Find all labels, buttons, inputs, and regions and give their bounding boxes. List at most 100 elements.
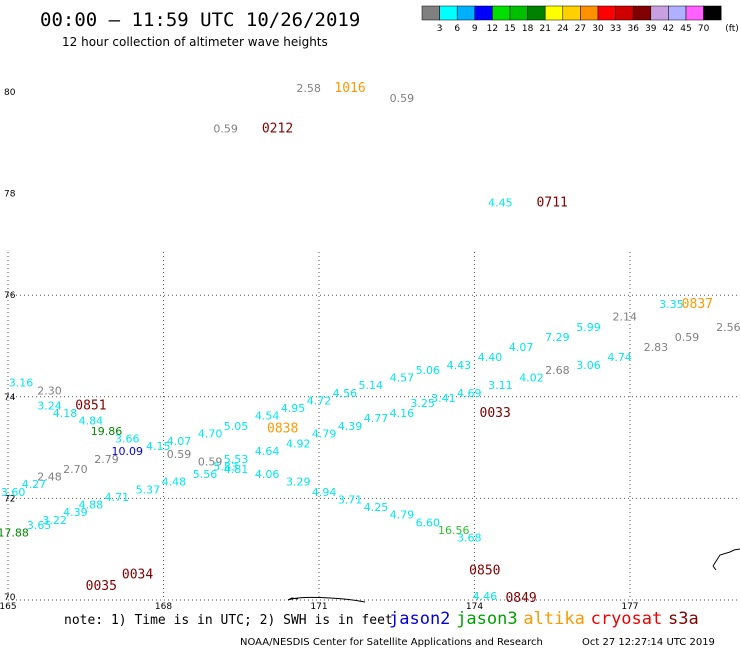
- wave-height-value: 5.37: [136, 483, 161, 496]
- wave-height-value: 4.48: [162, 476, 187, 489]
- wave-height-value: 0.59: [390, 92, 415, 105]
- map-title: 00:00 — 11:59 UTC 10/26/2019: [40, 9, 360, 31]
- lon-label: 165: [0, 602, 17, 612]
- wave-height-value: 4.71: [105, 491, 130, 504]
- wave-height-value: 10.09: [111, 445, 143, 458]
- footer-timestamp: Oct 27 12:27:14 UTC 2019: [582, 637, 715, 648]
- wave-height-value: 3.60: [1, 486, 26, 499]
- legend-label: 39: [645, 24, 657, 34]
- pass-time-label: 0035: [86, 579, 117, 594]
- satellite-name-cryosat: cryosat: [591, 609, 663, 629]
- wave-height-value: 3.41: [431, 392, 456, 405]
- pass-time-label: 0850: [469, 564, 500, 579]
- wave-height-value: 4.18: [53, 407, 78, 420]
- lat-lon-grid: 165 168 171 174 177 80 78 76 74 72 70: [0, 88, 740, 612]
- legend-label: 42: [663, 24, 674, 34]
- legend-swatch: [685, 5, 704, 21]
- satellite-legend: jason2 jason3 altika cryosat s3a: [389, 609, 699, 629]
- wave-height-value: 2.58: [296, 82, 321, 95]
- lon-label: 168: [155, 602, 172, 612]
- wave-height-value: 4.16: [390, 407, 415, 420]
- wave-height-value: 5.05: [224, 420, 249, 433]
- legend-swatch: [421, 5, 440, 21]
- wave-height-value: 7.29: [545, 331, 570, 344]
- wave-height-value: 4.74: [607, 351, 632, 364]
- footer-credit: NOAA/NESDIS Center for Satellite Applica…: [240, 637, 543, 648]
- wave-height-value: 4.84: [79, 415, 104, 428]
- wave-height-value: 3.35: [659, 298, 684, 311]
- wave-height-value: 4.57: [390, 372, 415, 385]
- legend-swatch: [580, 5, 599, 21]
- wave-height-value: 2.48: [37, 471, 62, 484]
- wave-height-value: 4.77: [364, 412, 389, 425]
- wave-height-value: 3.22: [42, 514, 67, 527]
- legend-label: 3: [437, 24, 443, 34]
- wave-height-value: 3.11: [488, 379, 513, 392]
- color-scale-legend: 3 6 9 12 15 18 21 24 27 30 33 36 39 42 45 70 (ft): [421, 5, 739, 34]
- wave-height-value: 4.39: [338, 420, 363, 433]
- wave-height-value: 3.29: [286, 476, 311, 489]
- wave-height-value: 4.46: [473, 590, 498, 603]
- pass-time-label: 0033: [480, 406, 511, 421]
- wave-height-value: 4.15: [146, 440, 171, 453]
- wave-height-value: 3.65: [27, 519, 52, 532]
- footer-note: note: 1) Time is in UTC; 2) SWH is in fe…: [64, 613, 393, 628]
- legend-swatch: [456, 5, 476, 21]
- wave-height-value: 2.70: [63, 463, 88, 476]
- legend-label: 18: [522, 24, 534, 34]
- wave-height-value: 3.24: [37, 400, 62, 413]
- legend-swatch: [509, 5, 528, 21]
- legend-label: 12: [487, 24, 498, 34]
- pass-time-label: 0837: [682, 297, 713, 312]
- pass-time-label: 0851: [75, 399, 106, 414]
- wave-height-value: 0.59: [167, 448, 192, 461]
- legend-swatch: [668, 5, 687, 21]
- lat-label: 74: [4, 393, 16, 403]
- wave-height-value: 5.53: [224, 453, 249, 466]
- pass-time-label: 1016: [334, 81, 365, 96]
- pass-time-label: 0849: [505, 591, 536, 606]
- wave-height-value: 4.69: [457, 387, 482, 400]
- legend-swatch: [492, 5, 511, 21]
- lon-label: 177: [621, 602, 638, 612]
- wave-height-value: 4.56: [333, 387, 358, 400]
- legend-swatch: [544, 5, 564, 21]
- wave-height-value: 4.79: [390, 509, 415, 522]
- satellite-name-altika: altika: [523, 609, 584, 629]
- wave-height-value: 4.45: [488, 196, 513, 209]
- legend-swatch: [527, 5, 546, 21]
- wave-height-observations: 2.580.590.594.453.353.182.142.565.990.59…: [0, 82, 740, 603]
- wave-height-value: 17.88: [0, 527, 29, 540]
- legend-label: 15: [504, 24, 515, 34]
- wave-height-value: 4.39: [63, 506, 88, 519]
- lon-label: 174: [466, 602, 483, 612]
- legend-label: 45: [680, 24, 691, 34]
- legend-label: 9: [472, 24, 478, 34]
- lat-label: 78: [4, 190, 16, 200]
- pass-time-label: 0034: [122, 568, 153, 583]
- legend-swatch: [439, 5, 458, 21]
- wave-height-value: 3.71: [338, 493, 363, 506]
- legend-label: 30: [592, 24, 604, 34]
- legend-label: 6: [454, 24, 460, 34]
- satellite-name-s3a: s3a: [668, 609, 699, 629]
- wave-height-value: 6.60: [416, 516, 441, 529]
- wave-height-value: 4.27: [22, 478, 47, 491]
- coastline-east-tip: [712, 565, 717, 571]
- wave-height-value: 2.68: [545, 364, 570, 377]
- lat-label: 70: [4, 593, 16, 603]
- wave-height-value: 4.40: [478, 351, 503, 364]
- wave-height-value: 4.79: [312, 427, 337, 440]
- pass-time-label: 0838: [267, 421, 298, 436]
- wave-height-value: 2.83: [644, 341, 669, 354]
- wave-height-value: 5.06: [416, 364, 441, 377]
- wave-height-value: 0.59: [213, 123, 238, 136]
- wave-height-value: 5.14: [359, 379, 384, 392]
- wave-height-value: 4.94: [312, 486, 337, 499]
- wave-height-value: 4.25: [364, 501, 389, 514]
- wave-height-value: 4.88: [79, 499, 104, 512]
- wave-height-value: 4.02: [519, 372, 544, 385]
- legend-swatch: [597, 5, 616, 21]
- wave-height-value: 4.72: [307, 394, 332, 407]
